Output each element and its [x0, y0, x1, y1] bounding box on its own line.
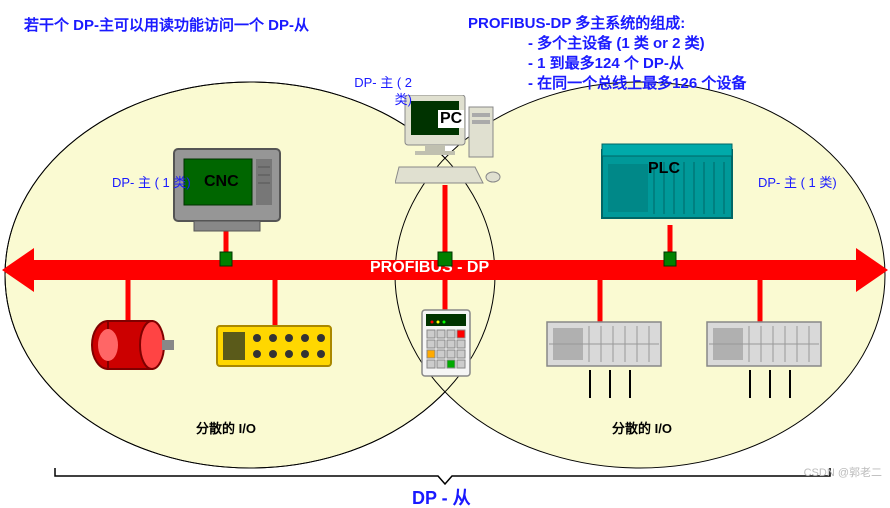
diagram-canvas: 若干个 DP-主可以用读功能访问一个 DP-从 PROFIBUS-DP 多主系统… — [0, 0, 890, 508]
bottom-brace — [0, 0, 890, 508]
bottom-label: DP - 从 — [412, 484, 471, 508]
watermark: CSDN @郭老二 — [804, 464, 882, 480]
